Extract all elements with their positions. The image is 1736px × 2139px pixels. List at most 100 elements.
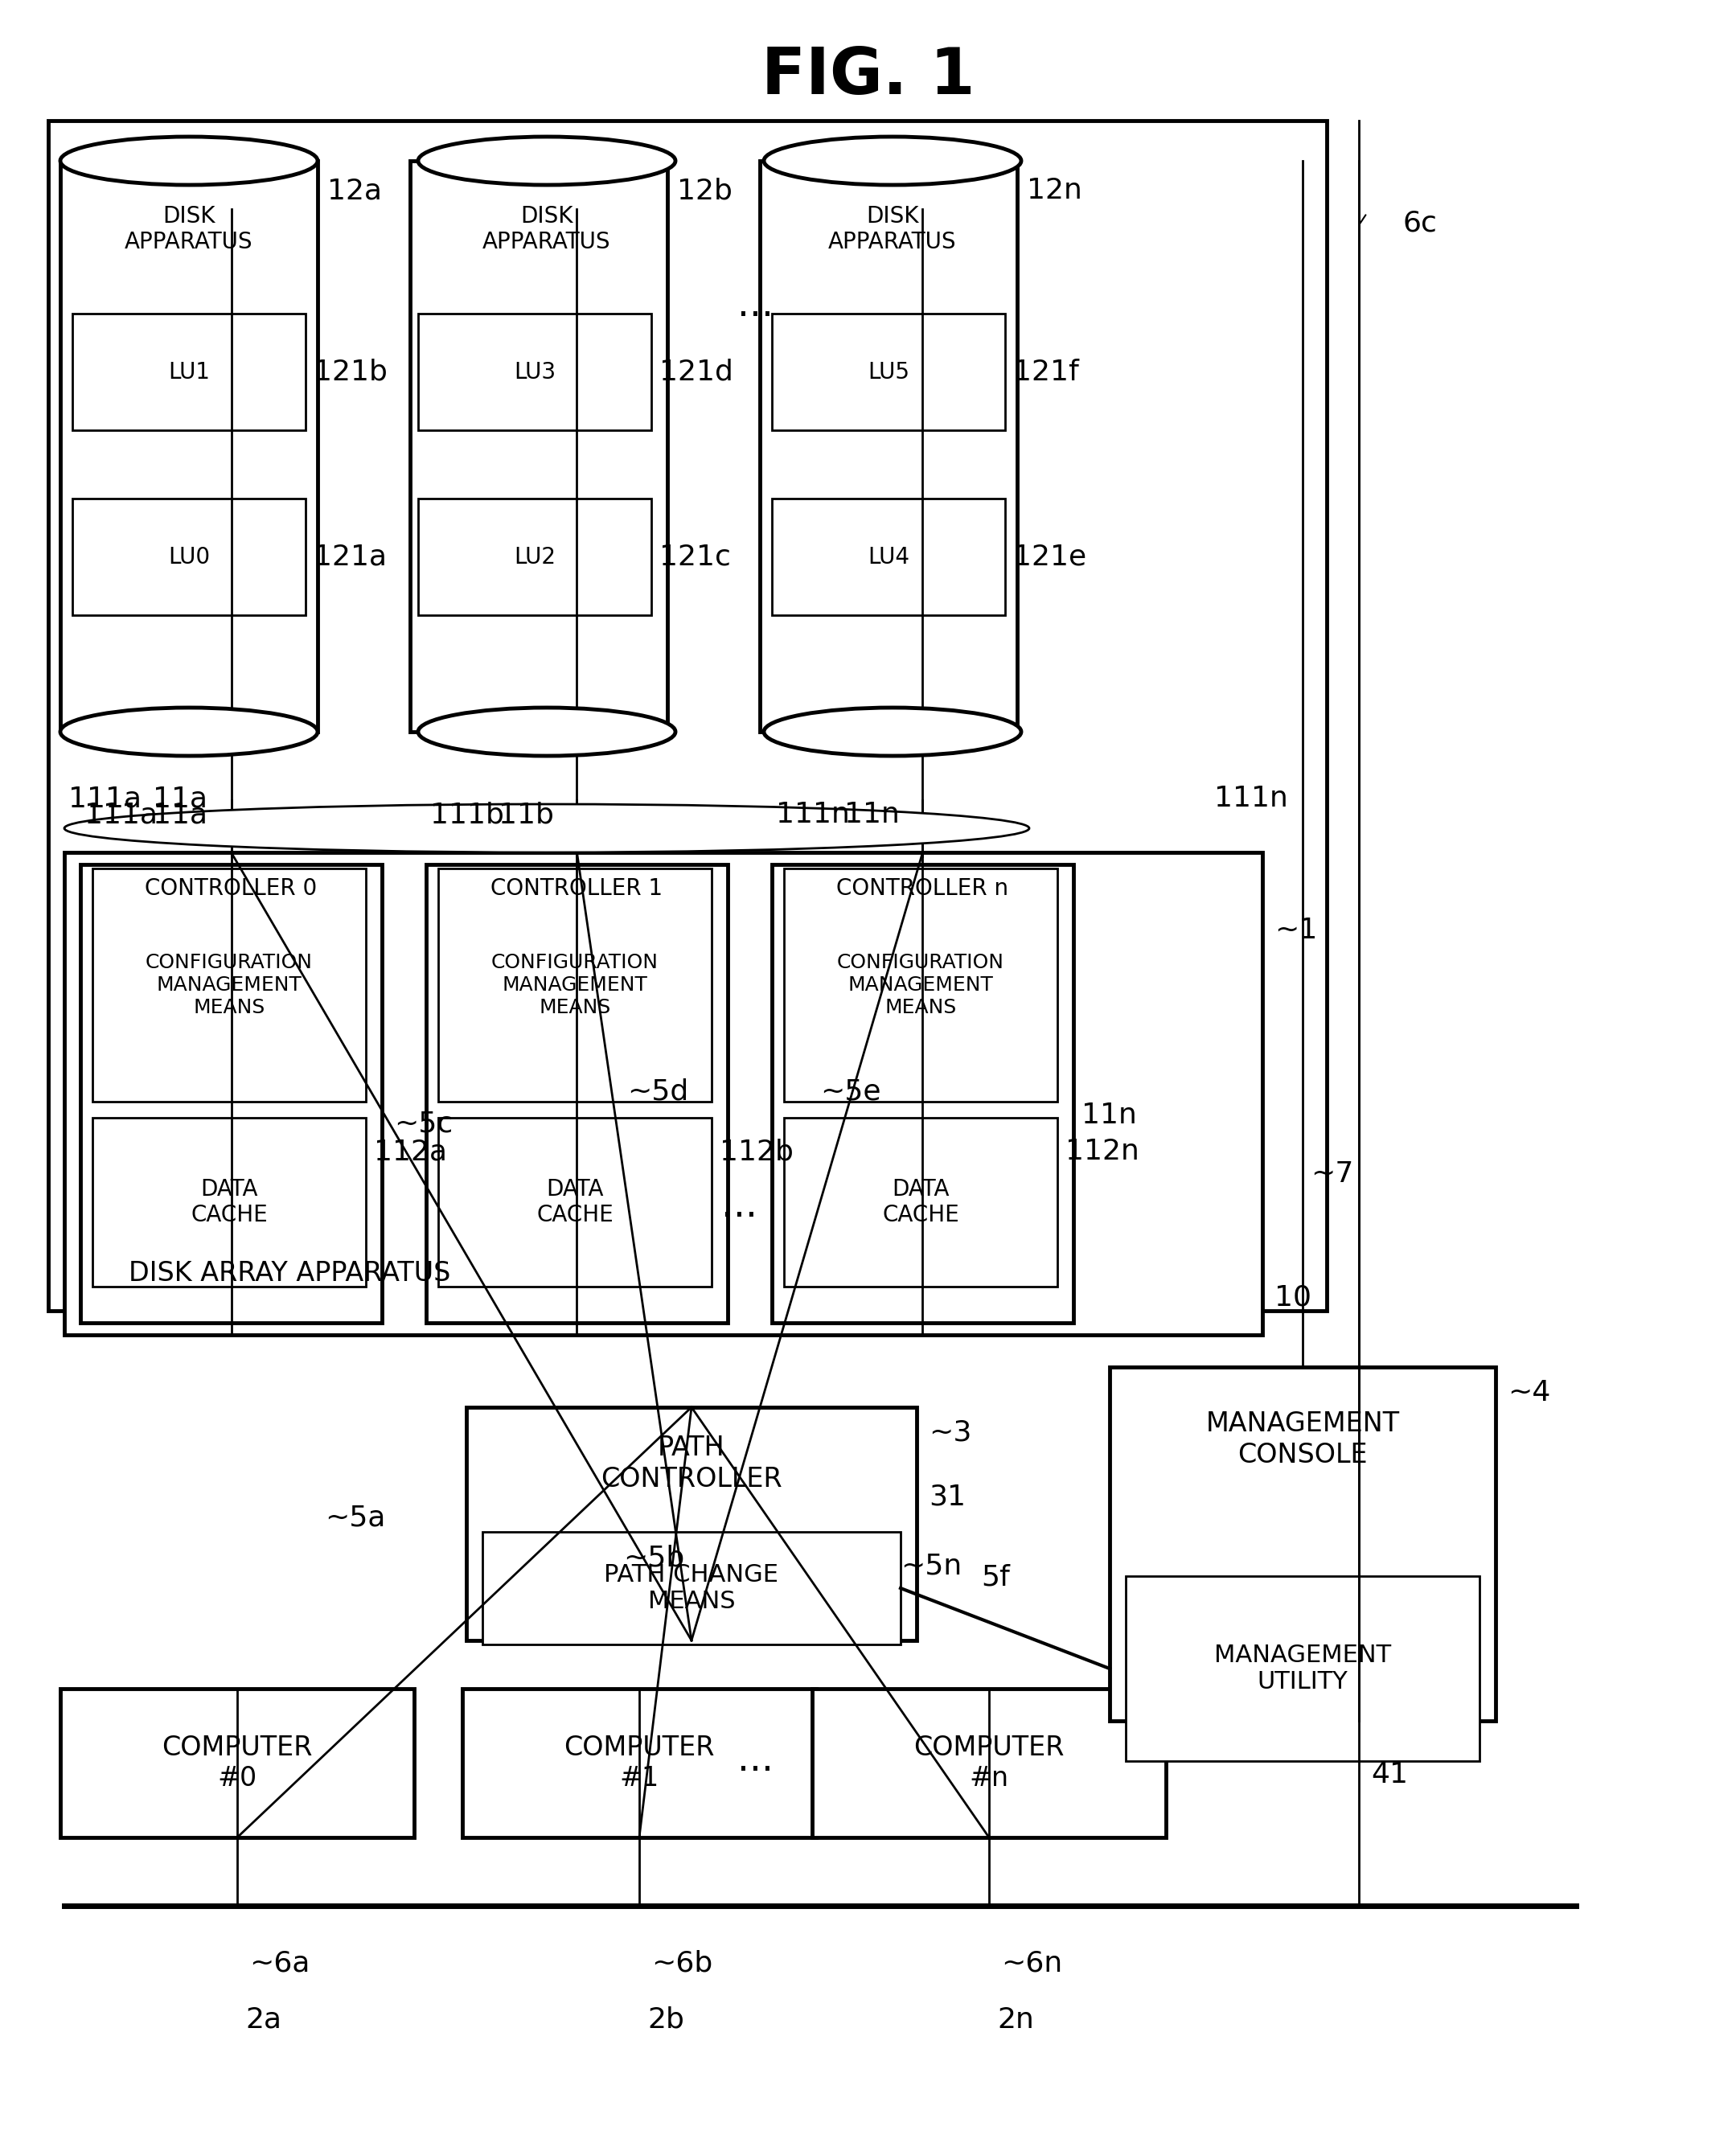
Text: 5f: 5f xyxy=(981,1564,1010,1591)
Text: 112n: 112n xyxy=(1066,1138,1139,1166)
Text: 121a: 121a xyxy=(314,543,387,571)
Text: 2a: 2a xyxy=(245,2006,281,2034)
Text: 121e: 121e xyxy=(1014,543,1087,571)
Text: 2b: 2b xyxy=(648,2006,684,2034)
Text: COMPUTER
#n: COMPUTER #n xyxy=(913,1735,1064,1792)
Text: LU3: LU3 xyxy=(514,361,556,383)
Text: 11a: 11a xyxy=(153,785,207,813)
Text: 111n: 111n xyxy=(1213,785,1288,813)
Ellipse shape xyxy=(418,708,675,755)
FancyBboxPatch shape xyxy=(462,1688,816,1837)
Text: ~5e: ~5e xyxy=(819,1078,880,1106)
Text: 41: 41 xyxy=(1371,1760,1408,1788)
Text: 11n: 11n xyxy=(844,800,899,828)
FancyBboxPatch shape xyxy=(73,314,306,430)
FancyBboxPatch shape xyxy=(92,1119,366,1288)
FancyBboxPatch shape xyxy=(773,498,1005,616)
FancyBboxPatch shape xyxy=(773,314,1005,430)
Text: 11a: 11a xyxy=(153,800,207,828)
Text: 31: 31 xyxy=(929,1484,965,1510)
FancyBboxPatch shape xyxy=(425,864,727,1322)
Text: 2n: 2n xyxy=(996,2006,1035,2034)
FancyBboxPatch shape xyxy=(61,1688,415,1837)
Text: CONTROLLER 0: CONTROLLER 0 xyxy=(146,877,318,901)
Text: ...: ... xyxy=(722,1187,759,1224)
Text: 111a: 111a xyxy=(85,800,158,828)
Text: LU5: LU5 xyxy=(868,361,910,383)
Text: CONTROLLER 1: CONTROLLER 1 xyxy=(491,877,663,901)
FancyBboxPatch shape xyxy=(418,314,651,430)
Text: ~6b: ~6b xyxy=(651,1951,712,1976)
Text: LU1: LU1 xyxy=(168,361,210,383)
FancyBboxPatch shape xyxy=(92,868,366,1102)
Text: ~3: ~3 xyxy=(929,1420,972,1446)
FancyBboxPatch shape xyxy=(760,160,1017,732)
Text: 111a: 111a xyxy=(68,785,142,813)
FancyBboxPatch shape xyxy=(80,864,382,1322)
Text: CONFIGURATION
MANAGEMENT
MEANS: CONFIGURATION MANAGEMENT MEANS xyxy=(837,954,1005,1016)
Text: ~6n: ~6n xyxy=(1002,1951,1062,1976)
FancyBboxPatch shape xyxy=(483,1532,901,1645)
Text: DISK
APPARATUS: DISK APPARATUS xyxy=(483,205,611,252)
Text: ~5d: ~5d xyxy=(627,1078,689,1106)
FancyBboxPatch shape xyxy=(437,1119,712,1288)
Text: LU0: LU0 xyxy=(168,545,210,569)
Text: 6c: 6c xyxy=(1403,210,1437,237)
Text: COMPUTER
#0: COMPUTER #0 xyxy=(161,1735,312,1792)
Text: 121b: 121b xyxy=(314,357,387,385)
Text: ~7: ~7 xyxy=(1311,1159,1354,1187)
FancyBboxPatch shape xyxy=(785,868,1057,1102)
Text: ~5b: ~5b xyxy=(623,1544,684,1572)
Text: 11b: 11b xyxy=(498,800,554,828)
Text: 12b: 12b xyxy=(677,178,733,203)
FancyBboxPatch shape xyxy=(812,1688,1167,1837)
FancyBboxPatch shape xyxy=(1125,1576,1479,1760)
Text: 111n: 111n xyxy=(776,800,851,828)
Text: ~5n: ~5n xyxy=(901,1553,962,1579)
Text: LU4: LU4 xyxy=(868,545,910,569)
FancyBboxPatch shape xyxy=(785,1119,1057,1288)
Text: DISK ARRAY APPARATUS: DISK ARRAY APPARATUS xyxy=(128,1260,451,1288)
Text: ...: ... xyxy=(738,287,774,323)
Text: CONFIGURATION
MANAGEMENT
MEANS: CONFIGURATION MANAGEMENT MEANS xyxy=(146,954,312,1016)
Text: LU2: LU2 xyxy=(514,545,556,569)
Text: 10: 10 xyxy=(1274,1283,1311,1311)
FancyBboxPatch shape xyxy=(64,851,1262,1335)
Text: 111b: 111b xyxy=(431,800,503,828)
Text: CONFIGURATION
MANAGEMENT
MEANS: CONFIGURATION MANAGEMENT MEANS xyxy=(491,954,658,1016)
Text: PATH
CONTROLLER: PATH CONTROLLER xyxy=(601,1435,783,1493)
Text: 121c: 121c xyxy=(660,543,731,571)
Text: FIG. 1: FIG. 1 xyxy=(762,45,974,107)
Text: ~4: ~4 xyxy=(1507,1380,1550,1407)
Ellipse shape xyxy=(418,137,675,184)
Text: ~5a: ~5a xyxy=(325,1504,385,1532)
Text: 121f: 121f xyxy=(1014,357,1078,385)
Ellipse shape xyxy=(61,708,318,755)
FancyBboxPatch shape xyxy=(49,120,1326,1311)
FancyBboxPatch shape xyxy=(73,498,306,616)
Text: DISK
APPARATUS: DISK APPARATUS xyxy=(125,205,253,252)
Text: ...: ... xyxy=(738,1743,774,1780)
FancyBboxPatch shape xyxy=(61,160,318,732)
Text: DISK
APPARATUS: DISK APPARATUS xyxy=(828,205,957,252)
Text: MANAGEMENT
UTILITY: MANAGEMENT UTILITY xyxy=(1213,1643,1391,1694)
Text: MANAGEMENT
CONSOLE: MANAGEMENT CONSOLE xyxy=(1207,1412,1399,1467)
FancyBboxPatch shape xyxy=(410,160,667,732)
Text: DATA
CACHE: DATA CACHE xyxy=(191,1179,267,1226)
FancyBboxPatch shape xyxy=(418,498,651,616)
FancyBboxPatch shape xyxy=(1109,1367,1496,1722)
Text: DATA
CACHE: DATA CACHE xyxy=(536,1179,613,1226)
FancyBboxPatch shape xyxy=(773,864,1073,1322)
Text: PATH CHANGE
MEANS: PATH CHANGE MEANS xyxy=(604,1564,779,1613)
Text: 112a: 112a xyxy=(373,1138,448,1166)
FancyBboxPatch shape xyxy=(437,868,712,1102)
Text: 12n: 12n xyxy=(1026,178,1082,203)
Ellipse shape xyxy=(64,804,1029,851)
Text: ~5c: ~5c xyxy=(394,1110,453,1138)
Text: COMPUTER
#1: COMPUTER #1 xyxy=(564,1735,715,1792)
Ellipse shape xyxy=(764,137,1021,184)
Ellipse shape xyxy=(61,137,318,184)
Text: 121d: 121d xyxy=(660,357,733,385)
Ellipse shape xyxy=(764,708,1021,755)
Text: ~1: ~1 xyxy=(1274,918,1318,943)
